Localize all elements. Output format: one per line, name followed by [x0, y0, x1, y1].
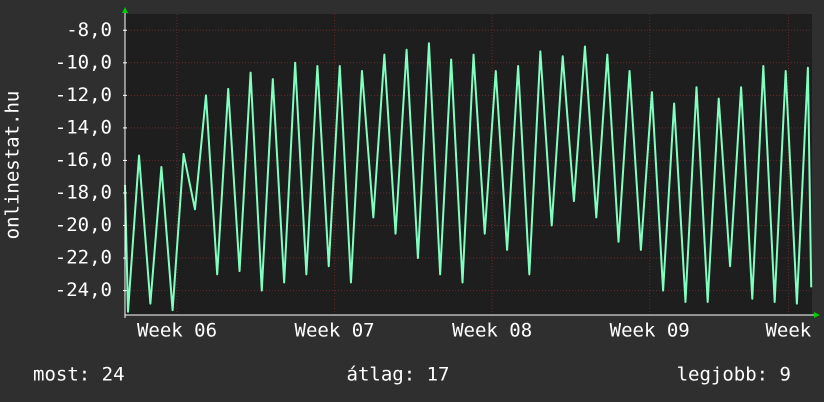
marks [124, 42, 813, 313]
data-line [124, 42, 813, 313]
y-tick-label: -16,0 [55, 149, 112, 171]
y-tick-label: -8,0 [66, 19, 112, 41]
x-axis-arrow [814, 312, 820, 318]
stat-best: legjobb: 9 [677, 364, 791, 386]
y-tick-label: -18,0 [55, 181, 112, 203]
y-tick-label: -12,0 [55, 84, 112, 106]
y-tick-label: -20,0 [55, 214, 112, 236]
grid [123, 14, 812, 315]
x-tick-label: Week 06 [137, 320, 217, 342]
x-tick-label: Week [765, 320, 811, 342]
stat-current: most: 24 [33, 364, 125, 386]
y-tick-label: -22,0 [55, 247, 112, 269]
stat-average: átlag: 17 [347, 364, 450, 386]
x-tick-label: Week 09 [610, 320, 690, 342]
x-tick-label: Week 08 [452, 320, 532, 342]
y-axis-arrow [122, 7, 128, 13]
y-tick-label: -14,0 [55, 116, 112, 138]
y-axis-label: onlinestat.hu [2, 91, 24, 240]
x-tick-label: Week 07 [295, 320, 375, 342]
y-tick-label: -10,0 [55, 51, 112, 73]
y-tick-label: -24,0 [55, 279, 112, 301]
